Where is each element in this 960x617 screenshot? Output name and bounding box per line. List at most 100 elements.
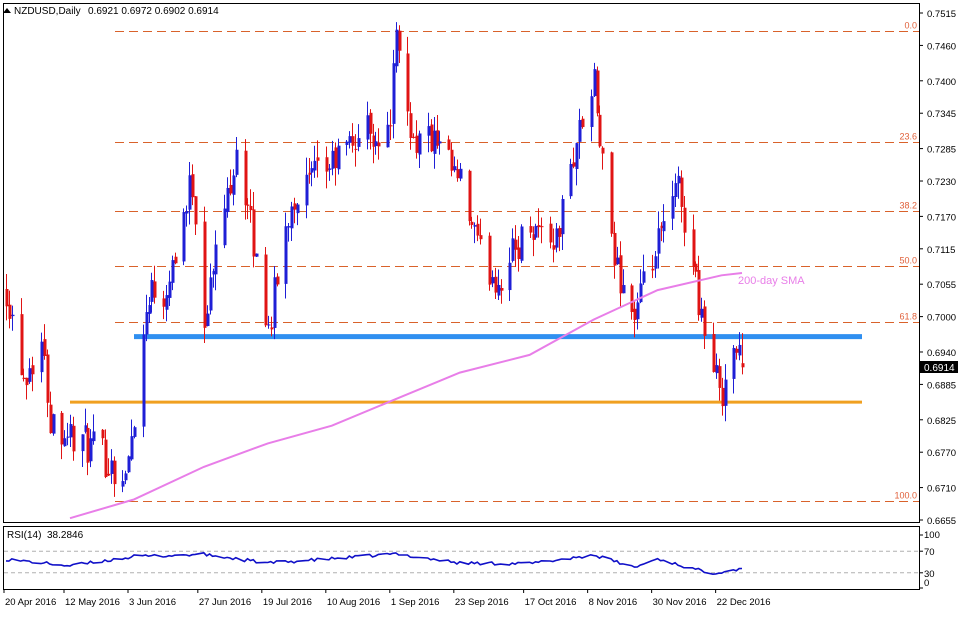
candle-body — [447, 139, 451, 150]
candle-body — [287, 226, 291, 228]
candle-body — [232, 175, 236, 195]
candle-body — [351, 136, 355, 146]
candle-body — [409, 113, 413, 138]
candle-body — [168, 281, 172, 298]
candle-body — [194, 196, 198, 225]
candle-body — [436, 130, 440, 146]
candle-body — [153, 281, 157, 298]
candle-body — [459, 168, 463, 179]
candle-body — [651, 268, 655, 271]
candle-body — [654, 256, 658, 269]
candle-body — [491, 277, 495, 284]
fib-label-0: 0.0 — [904, 21, 917, 31]
candle-body — [174, 256, 178, 264]
candle-body — [738, 344, 742, 356]
candle-body — [8, 304, 12, 319]
candle-body — [145, 312, 149, 335]
candle-body — [601, 147, 605, 154]
x-tick-label: 3 Jun 2016 — [129, 597, 176, 608]
candle-body — [534, 225, 538, 238]
candle-body — [537, 225, 541, 228]
candle-body — [124, 473, 128, 481]
candle-body — [31, 365, 35, 375]
candle-body — [89, 438, 93, 462]
candle-body — [657, 228, 661, 254]
x-tick-label: 19 Jul 2016 — [263, 597, 312, 608]
candle-body — [680, 177, 684, 207]
candle-body — [214, 244, 218, 275]
candle-body — [549, 223, 553, 243]
fib-label-1: 23.6 — [899, 132, 917, 142]
candle-body — [127, 456, 131, 473]
candle-body — [188, 175, 192, 210]
candle-body — [418, 133, 422, 155]
candle-body — [694, 263, 698, 272]
candle-body — [182, 212, 186, 262]
candle-body — [255, 253, 259, 257]
candle-body — [308, 172, 312, 175]
candle-body — [310, 168, 314, 173]
candle-body — [406, 53, 410, 112]
candle-body — [741, 363, 745, 368]
candle-body — [374, 141, 378, 147]
candle-body — [162, 298, 166, 307]
x-tick-label: 20 Apr 2016 — [5, 597, 56, 608]
candle-body — [715, 365, 719, 374]
candle-body — [22, 377, 26, 380]
x-tick-label: 23 Sep 2016 — [455, 597, 509, 608]
candle-body — [235, 149, 239, 175]
candle-body — [520, 226, 524, 261]
candle-body — [226, 187, 230, 213]
x-tick-label: 8 Nov 2016 — [589, 597, 638, 608]
candle-body — [348, 136, 352, 143]
candle-body — [468, 170, 472, 222]
y-tick-label: 0.7460 — [927, 41, 956, 52]
rsi-y-tick-label: 70 — [924, 547, 935, 558]
candle-body — [569, 164, 573, 197]
candle-body — [43, 339, 47, 356]
candle-body — [20, 314, 24, 376]
candle-body — [110, 460, 114, 474]
candle-body — [249, 205, 253, 211]
candle-body — [453, 166, 457, 171]
candle-body — [703, 306, 707, 336]
candle-body — [133, 427, 137, 437]
candle-body — [165, 295, 169, 310]
candle-body — [415, 135, 419, 153]
candle-body — [252, 209, 256, 257]
candle-body — [697, 270, 701, 316]
candle-body — [613, 232, 617, 266]
candles — [5, 22, 745, 497]
candle-body — [334, 147, 338, 169]
candle-body — [555, 228, 559, 248]
candle-body — [264, 254, 268, 326]
x-tick-label: 27 Jun 2016 — [199, 597, 251, 608]
candle-body — [398, 30, 402, 51]
candle-body — [206, 313, 210, 327]
header-triangle-icon — [3, 8, 11, 13]
candle-body — [392, 63, 396, 124]
rsi-y-tick-label: 100 — [924, 530, 940, 541]
candle-body — [28, 368, 32, 382]
candle-body — [540, 226, 544, 228]
candle-body — [244, 150, 248, 206]
candle-body — [130, 436, 134, 460]
x-tick-label: 10 Aug 2016 — [327, 597, 380, 608]
y-tick-label: 0.7400 — [927, 77, 956, 88]
candle-body — [386, 124, 390, 148]
candle-body — [66, 436, 70, 438]
candle-body — [575, 143, 579, 170]
candle-body — [610, 152, 614, 234]
candle-body — [296, 204, 300, 214]
candle-body — [121, 481, 125, 487]
candle-body — [497, 284, 501, 296]
candle-body — [636, 302, 640, 320]
candle-body — [732, 347, 736, 379]
candle-body — [532, 234, 536, 240]
rsi-panel-frame — [3, 526, 920, 590]
candle-body — [561, 198, 565, 235]
candle-body — [69, 424, 73, 438]
candle-body — [25, 377, 29, 386]
